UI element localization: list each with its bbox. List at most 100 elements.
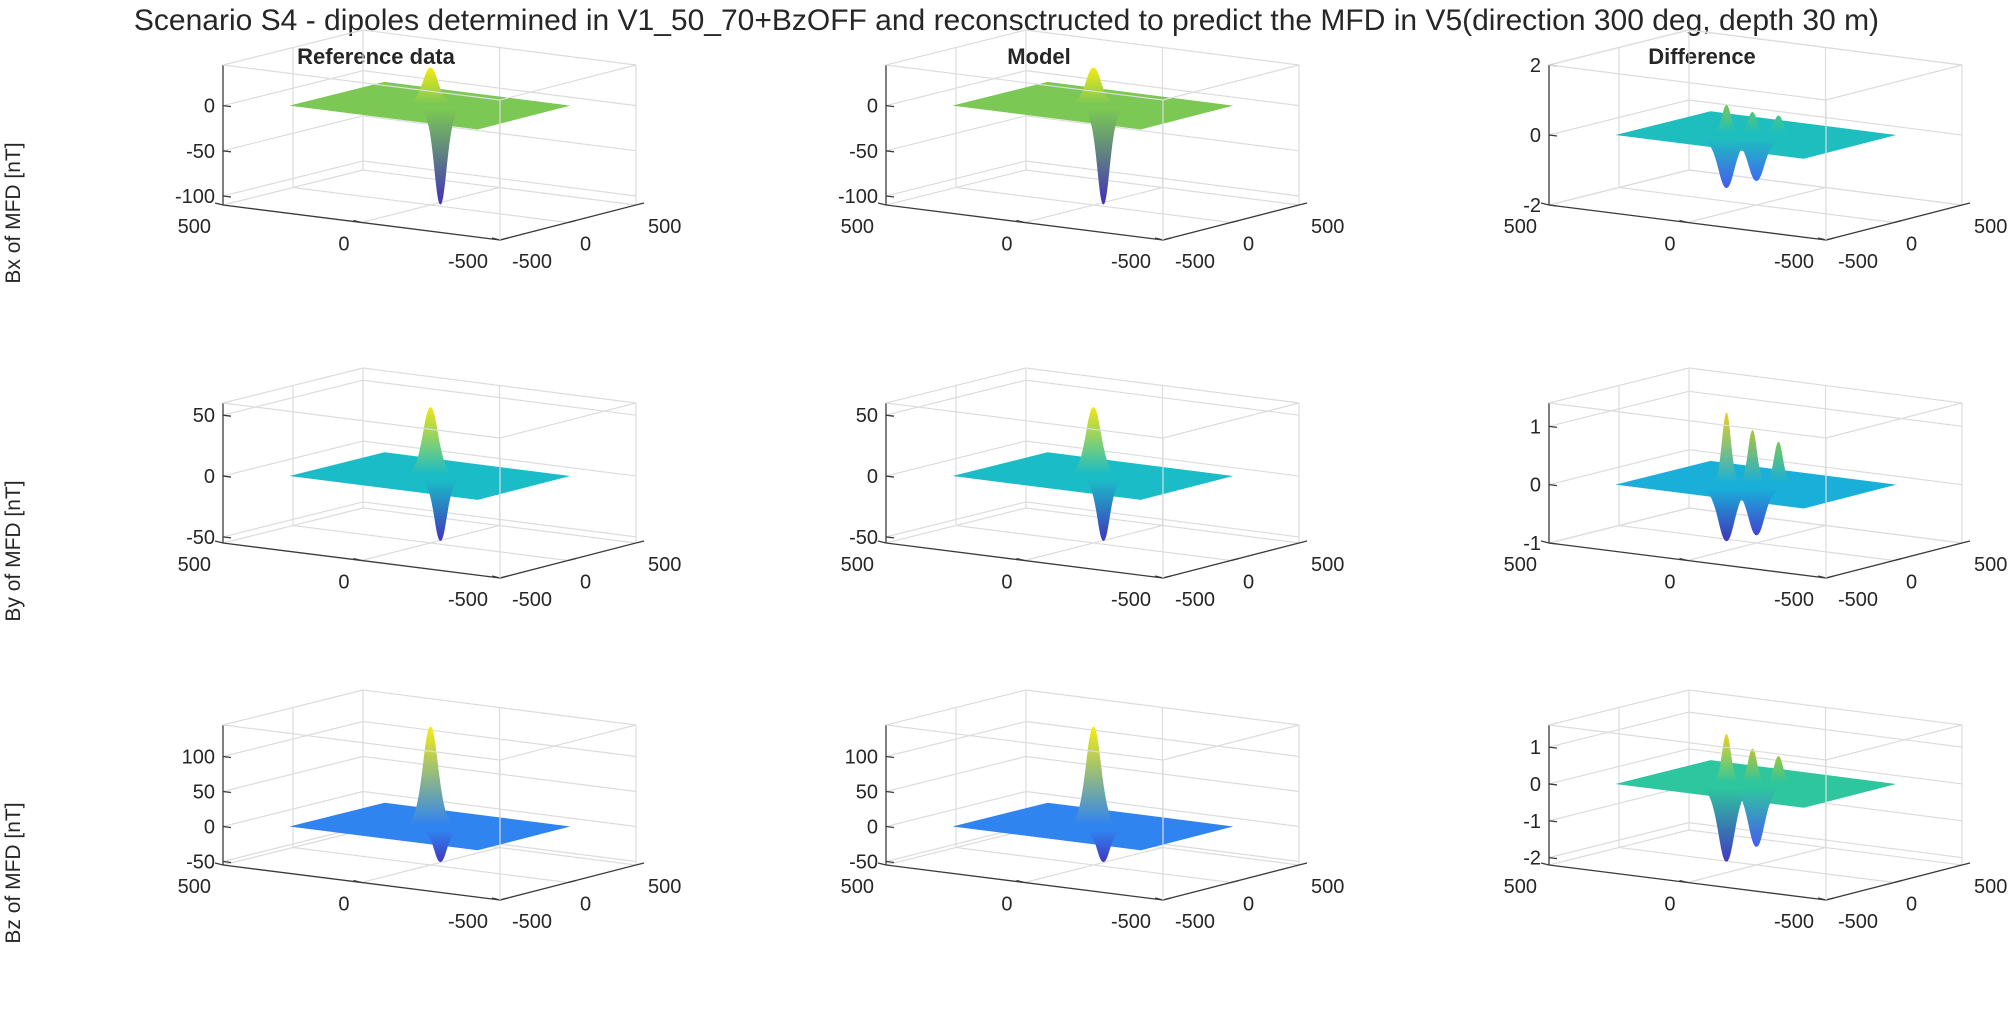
x-tick-label: 500 xyxy=(1311,216,1344,238)
z-tick xyxy=(885,150,895,153)
x-tick-label: 500 xyxy=(648,554,681,576)
x-tick-label: -500 xyxy=(512,911,552,933)
x-tick xyxy=(635,862,645,866)
z-grid-line xyxy=(222,70,364,107)
surface-peak xyxy=(406,726,455,825)
y-tick xyxy=(1016,879,1025,884)
z-tick xyxy=(885,475,895,478)
surface-peak xyxy=(1069,407,1118,475)
z-tick xyxy=(885,195,895,198)
x-tick xyxy=(1961,540,1971,544)
box-edge-front xyxy=(885,724,1164,761)
surface-trough xyxy=(420,109,461,205)
box-edge-front xyxy=(885,402,1164,439)
column-title-difference: Difference xyxy=(1648,44,1756,69)
surface-peak xyxy=(1738,430,1767,483)
z-tick-label: 0 xyxy=(867,96,878,118)
surface-peak xyxy=(1764,441,1793,483)
z-tick-label: 0 xyxy=(204,466,215,488)
y-tick xyxy=(1540,202,1550,206)
z-grid-line xyxy=(1548,99,1690,136)
y-tick-label: 0 xyxy=(1664,572,1675,594)
floor-grid-line xyxy=(955,524,1232,562)
x-tick xyxy=(1162,897,1172,901)
z-grid-line xyxy=(222,790,364,828)
x-tick xyxy=(1825,897,1835,901)
y-tick xyxy=(1679,879,1688,884)
z-tick-label: -2 xyxy=(1523,195,1541,217)
y-tick-label: -500 xyxy=(1111,589,1151,611)
box-edge-front xyxy=(222,64,501,101)
z-grid-line xyxy=(885,115,1027,152)
z-tick xyxy=(222,150,232,153)
z-grid-line xyxy=(1548,748,1690,785)
x-tick-label: -500 xyxy=(512,251,552,273)
x-tick-label: 0 xyxy=(580,234,591,256)
y-tick-label: -500 xyxy=(1774,589,1814,611)
z-tick-label: 0 xyxy=(1530,475,1541,497)
z-tick-label: 2 xyxy=(1530,55,1541,77)
x-tick-label: 500 xyxy=(1974,876,2007,898)
y-tick xyxy=(1817,897,1827,901)
column-title-reference: Reference data xyxy=(297,44,455,69)
z-tick-label: -1 xyxy=(1523,811,1541,833)
box-edge-front xyxy=(1825,402,1963,439)
z-tick-label: 0 xyxy=(204,817,215,839)
x-tick xyxy=(499,237,509,241)
box-edge-front xyxy=(222,724,501,761)
z-grid-line xyxy=(362,70,637,107)
y-tick-label: -500 xyxy=(448,589,488,611)
y-tick xyxy=(353,557,362,562)
z-grid-line xyxy=(885,160,1027,197)
y-tick-label: 0 xyxy=(338,234,349,256)
z-tick xyxy=(885,414,895,417)
z-grid-line xyxy=(1548,29,1690,66)
box-edge-front xyxy=(499,402,637,439)
x-tick-label: -500 xyxy=(1175,589,1215,611)
z-grid-line xyxy=(885,501,1027,538)
box-edge-front xyxy=(222,402,501,439)
x-tick xyxy=(1961,202,1971,206)
surface-peak xyxy=(1712,105,1741,133)
floor-grid-line xyxy=(1618,846,1895,884)
floor-grid-line xyxy=(292,186,569,224)
y-tick-label: 500 xyxy=(1504,216,1537,238)
x-tick xyxy=(1230,557,1240,562)
y-tick xyxy=(1154,897,1164,901)
z-tick-label: 50 xyxy=(856,782,878,804)
x-tick xyxy=(1162,237,1172,241)
surface-peak xyxy=(1069,67,1118,104)
surface-peak xyxy=(406,67,455,104)
x-tick-label: 0 xyxy=(580,572,591,594)
y-tick xyxy=(1817,237,1827,241)
x-tick-label: 500 xyxy=(1311,554,1344,576)
surface-trough xyxy=(420,480,461,541)
z-grid-line xyxy=(1548,711,1690,748)
box-edge-front xyxy=(499,64,637,101)
x-tick xyxy=(1298,202,1308,206)
z-tick-label: 100 xyxy=(182,747,215,769)
z-tick-label: -50 xyxy=(186,527,215,549)
z-tick xyxy=(222,105,232,108)
x-tick xyxy=(567,879,577,884)
box-edge-front xyxy=(1825,64,1963,101)
y-tick xyxy=(353,879,362,884)
z-tick xyxy=(1548,783,1558,786)
z-tick-label: -50 xyxy=(849,852,878,874)
x-tick xyxy=(1961,862,1971,866)
floor-grid-line xyxy=(955,186,1232,224)
z-grid-line xyxy=(1688,711,1963,748)
y-tick xyxy=(214,540,224,544)
z-grid-line xyxy=(1548,449,1690,486)
x-tick-label: 500 xyxy=(1311,876,1344,898)
x-tick xyxy=(567,557,577,562)
y-tick xyxy=(1679,557,1688,562)
z-grid-line xyxy=(1688,390,1963,427)
box-edge-front xyxy=(1162,724,1300,761)
floor-grid-line xyxy=(955,846,1232,884)
z-tick-label: -50 xyxy=(849,527,878,549)
y-tick-label: 500 xyxy=(1504,554,1537,576)
